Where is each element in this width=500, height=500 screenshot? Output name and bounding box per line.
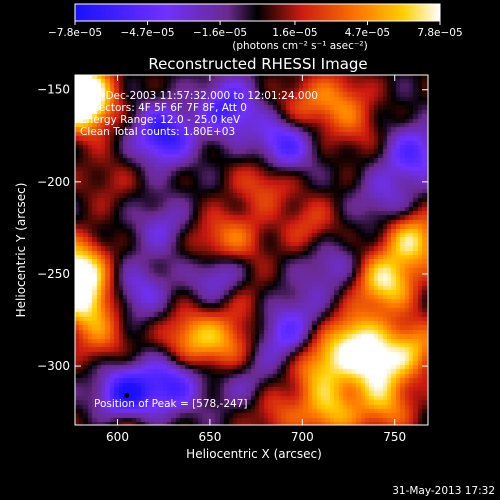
colorbar-tick-label: 1.6e−05: [272, 27, 317, 39]
colorbar-unit-label: (photons cm⁻² s⁻¹ asec⁻²): [232, 40, 367, 52]
colorbar-tick-label: 7.8e−05: [417, 27, 462, 39]
annotation-energy: Energy Range: 12.0 - 25.0 keV: [80, 114, 241, 126]
colorbar: [74, 3, 441, 22]
colorbar-tick-label: −4.7e−05: [120, 27, 174, 39]
colorbar-tick-label: −1.6e−05: [193, 27, 247, 39]
colorbar-ticks: −7.8e−05 −4.7e−05 −1.6e−05 1.6e−05 4.7e−05 7.…: [48, 21, 463, 39]
plot-area: [74, 74, 429, 426]
timestamp: 31-May-2013 17:32: [392, 485, 495, 497]
source-marker: [124, 393, 130, 399]
heatmap-image: [75, 75, 428, 425]
marker-dot: [124, 393, 130, 399]
x-tick-label: 750: [383, 430, 406, 444]
x-tick-label: 600: [106, 430, 129, 444]
y-tick-label: −150: [37, 83, 70, 97]
colorbar-tick-label: −7.8e−05: [48, 27, 102, 39]
annotation-clean: Clean Total counts: 1.80E+03: [80, 126, 235, 138]
x-axis-label: Heliocentric X (arcsec): [186, 447, 322, 461]
chart-title: Reconstructed RHESSI Image: [148, 55, 367, 73]
y-tick-label: −200: [37, 175, 70, 189]
annotation-block: 1-Dec-2003 11:57:32.000 to 12:01:24.000 …: [80, 90, 318, 138]
plot-frame: [74, 74, 429, 426]
peak-position-label: Position of Peak = [578,-247]: [94, 398, 248, 410]
x-tick-label: 700: [291, 430, 314, 444]
y-tick-label: −300: [37, 359, 70, 373]
colorbar-tick-label: 4.7e−05: [345, 27, 390, 39]
annotation-detectors: Detectors: 4F 5F 6F 7F 8F, Att 0: [80, 102, 247, 114]
x-tick-label: 650: [198, 430, 221, 444]
annotation-time: 1-Dec-2003 11:57:32.000 to 12:01:24.000: [95, 90, 318, 102]
axis-ticks: 600 650 700 750 −150 −200 −250 −300: [37, 75, 428, 444]
y-axis-label: Heliocentric Y (arcsec): [14, 183, 28, 318]
y-tick-label: −250: [37, 267, 70, 281]
